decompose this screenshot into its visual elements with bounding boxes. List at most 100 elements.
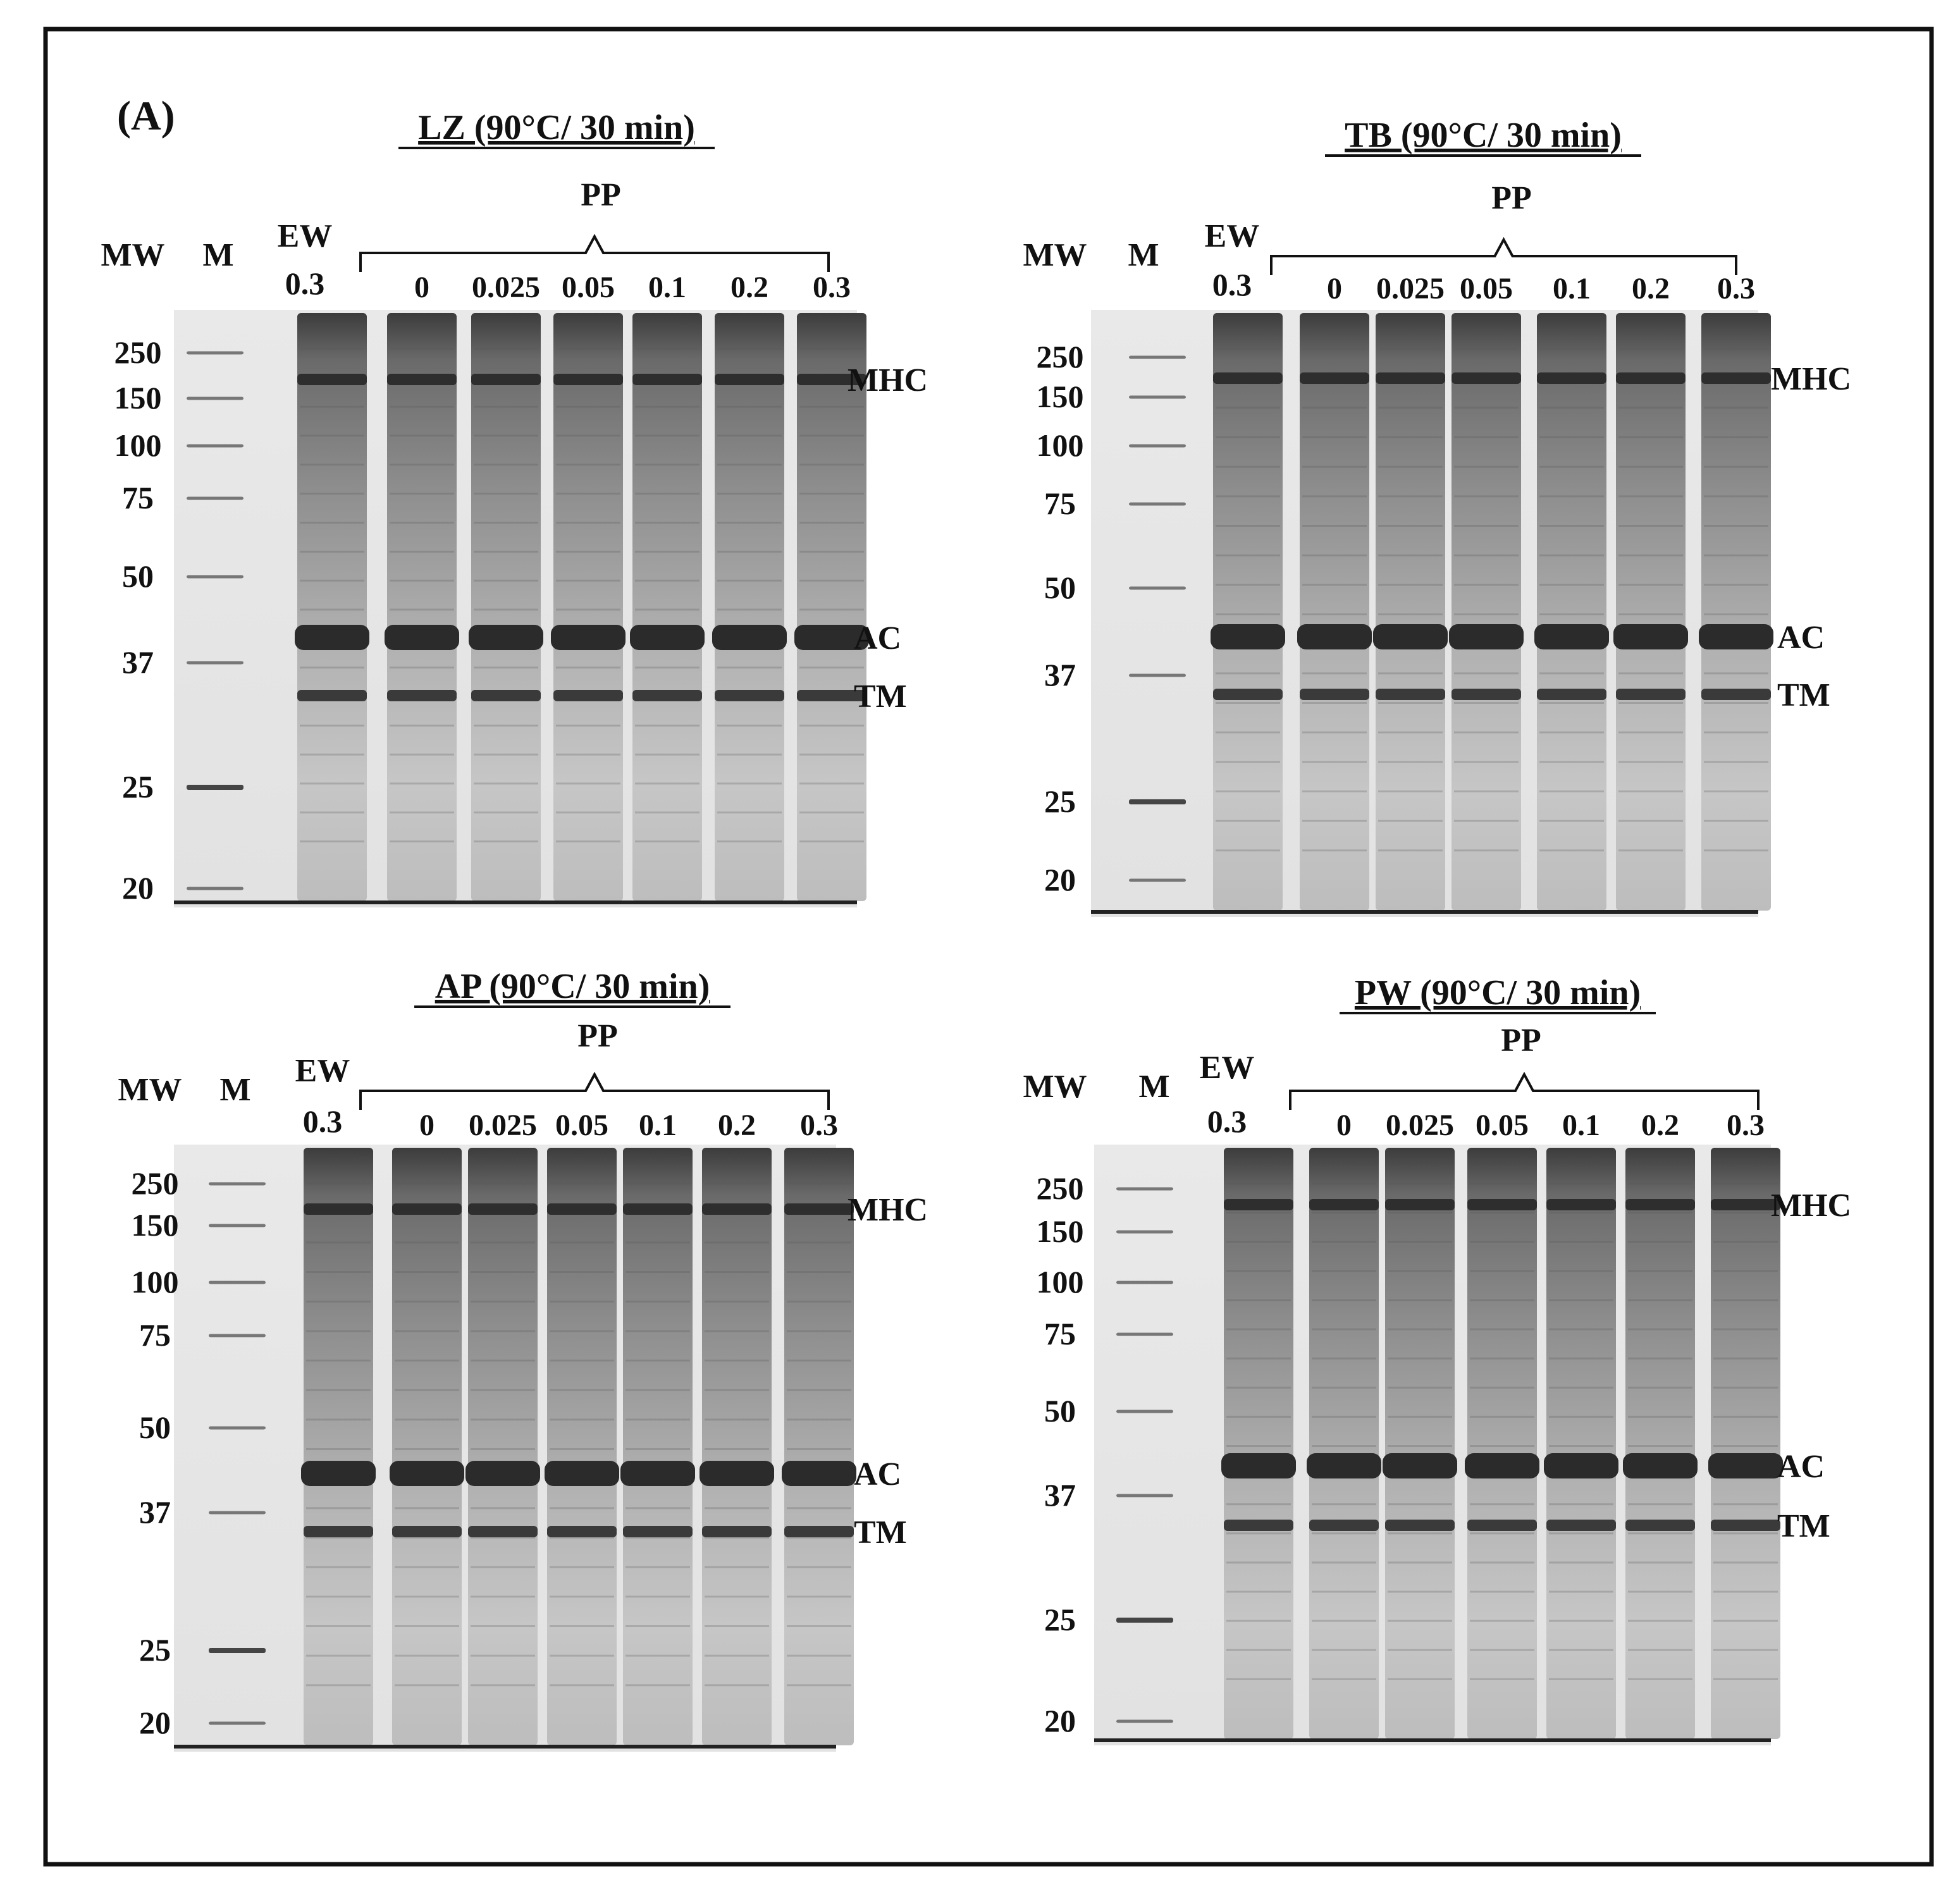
gel-panel: TB (90°C/ 30 min) PP MW M EW 0.3 0 0.025 0.05 0.1…: [1023, 116, 1851, 917]
marker-band: [209, 1511, 266, 1515]
minor-band: [1618, 436, 1683, 438]
panel-title: PW (90°C/ 30 min): [1355, 973, 1641, 1012]
minor-band: [1312, 1620, 1376, 1622]
minor-band: [1713, 1503, 1778, 1506]
minor-band: [1618, 465, 1683, 468]
mhc-band: [1537, 372, 1606, 384]
tm-band: [1537, 689, 1606, 700]
mhc-band: [1452, 372, 1521, 384]
minor-band: [787, 1625, 851, 1627]
minor-band: [1628, 1620, 1692, 1622]
minor-band: [390, 782, 454, 785]
minor-band: [550, 1300, 614, 1303]
marker-band: [1116, 1410, 1173, 1413]
minor-band: [635, 667, 700, 669]
minor-band: [1302, 465, 1367, 468]
sample-lane: [547, 1148, 617, 1745]
minor-band: [1216, 465, 1280, 468]
minor-band: [1539, 436, 1604, 438]
minor-band: [1549, 1445, 1613, 1447]
sample-lane: [471, 313, 541, 901]
minor-band: [787, 1330, 851, 1332]
minor-band: [799, 464, 864, 466]
minor-band: [306, 1360, 371, 1361]
minor-band: [1539, 584, 1604, 586]
ew-header: EW: [1200, 1050, 1255, 1086]
minor-band: [1470, 1357, 1534, 1360]
minor-band: [799, 811, 864, 814]
minor-band: [626, 1360, 690, 1361]
minor-band: [1713, 1357, 1778, 1360]
sample-lane: [784, 1148, 854, 1745]
minor-band: [390, 522, 454, 524]
minor-band: [395, 1241, 459, 1244]
outer-frame: [43, 27, 1934, 1867]
minor-band: [626, 1566, 690, 1568]
tm-band: [387, 690, 457, 701]
minor-band: [1302, 672, 1367, 675]
minor-band: [550, 1418, 614, 1421]
pp-concentration: 0.3: [1717, 272, 1755, 305]
pp-concentration: 0: [1327, 272, 1342, 305]
minor-band: [635, 434, 700, 437]
ac-band: [1307, 1453, 1381, 1478]
minor-band: [1549, 1561, 1613, 1564]
minor-band: [306, 1537, 371, 1539]
minor-band: [300, 464, 364, 466]
marker-band: [187, 396, 243, 400]
mhc-band: [1385, 1199, 1455, 1210]
minor-band: [787, 1389, 851, 1391]
ew-concentration: 0.3: [303, 1103, 343, 1139]
minor-band: [306, 1566, 371, 1568]
tm-label: TM: [854, 1515, 907, 1551]
minor-band: [1454, 672, 1519, 675]
ac-band: [1544, 1453, 1618, 1478]
minor-band: [1470, 1620, 1534, 1622]
marker-band: [209, 1182, 266, 1186]
minor-band: [799, 840, 864, 843]
minor-band: [1470, 1183, 1534, 1184]
minor-band: [1713, 1328, 1778, 1331]
ac-label: AC: [854, 1456, 901, 1492]
mw-value: 150: [1037, 379, 1084, 414]
marker-band: [1129, 502, 1186, 506]
minor-band: [1312, 1415, 1376, 1418]
minor-band: [1302, 348, 1367, 350]
pp-concentration: 0.2: [1641, 1109, 1679, 1142]
minor-band: [799, 522, 864, 524]
minor-band: [474, 405, 538, 408]
minor-band: [1618, 495, 1683, 498]
minor-band: [550, 1389, 614, 1391]
minor-band: [300, 811, 364, 814]
minor-band: [306, 1684, 371, 1687]
minor-band: [1628, 1241, 1692, 1243]
tm-band: [1616, 689, 1686, 700]
minor-band: [1226, 1386, 1291, 1389]
minor-band: [1618, 790, 1683, 792]
ac-band: [1623, 1453, 1698, 1478]
minor-band: [1388, 1183, 1452, 1184]
minor-band: [1302, 761, 1367, 763]
minor-band: [1378, 436, 1443, 438]
minor-band: [556, 405, 620, 408]
minor-band: [1302, 407, 1367, 409]
minor-band: [705, 1537, 769, 1539]
minor-band: [1704, 584, 1768, 586]
minor-band: [1388, 1620, 1452, 1622]
minor-band: [1618, 613, 1683, 615]
minor-band: [1549, 1415, 1613, 1418]
marker-header: M: [1138, 1069, 1169, 1105]
minor-band: [1539, 790, 1604, 792]
minor-band: [390, 753, 454, 756]
minor-band: [306, 1418, 371, 1421]
minor-band: [474, 348, 538, 350]
minor-band: [635, 724, 700, 727]
minor-band: [717, 724, 782, 727]
sample-lane: [1546, 1148, 1616, 1739]
minor-band: [550, 1654, 614, 1657]
minor-band: [1549, 1386, 1613, 1389]
minor-band: [1302, 584, 1367, 586]
tm-band: [702, 1526, 772, 1537]
mw-value: 100: [1037, 427, 1084, 463]
